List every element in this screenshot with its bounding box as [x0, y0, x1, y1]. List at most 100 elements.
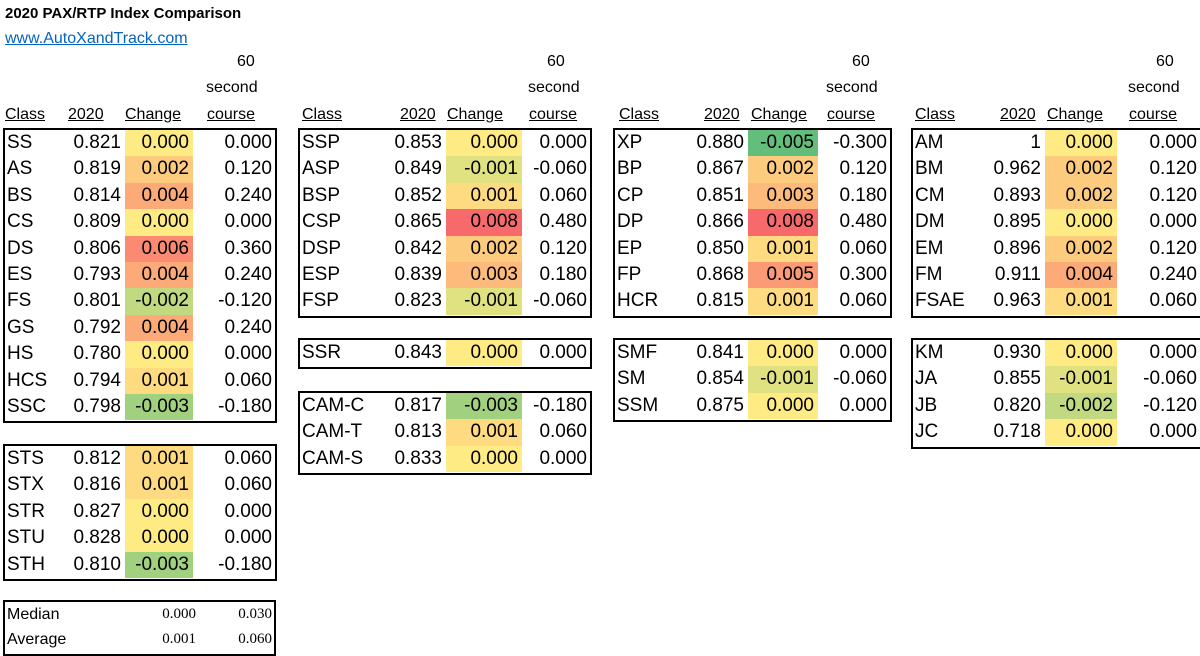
course-delta: -0.120 [1143, 394, 1197, 416]
index-2020: 0.821 [73, 132, 121, 153]
table-row: BP 0.867 0.002 0.120 [615, 156, 890, 183]
table-row: STS 0.812 0.001 0.060 [5, 446, 275, 473]
course-delta: 0.120 [224, 158, 272, 180]
index-2020: 0.780 [73, 343, 121, 365]
index-2020: 0.793 [73, 263, 121, 285]
change-cell: 0.003 [748, 182, 818, 210]
class-name: DP [617, 211, 644, 233]
index-2020: 0.853 [394, 132, 442, 153]
change-cell: 0.001 [446, 419, 522, 446]
change-cell: 0.000 [1045, 340, 1117, 367]
change-cell: 0.006 [125, 235, 193, 262]
table-row: HCS 0.794 0.001 0.060 [5, 367, 275, 394]
course-delta: 0.240 [1149, 263, 1197, 285]
class-block-street: SS 0.821 0.000 0.000 AS 0.819 0.002 0.120 BS 0.81… [3, 128, 277, 424]
table-row: EP 0.850 0.001 0.060 [615, 235, 890, 262]
summary-change: 0.000 [162, 606, 196, 622]
page-title: 2020 PAX/RTP Index Comparison [5, 5, 242, 22]
table-row: GS 0.792 0.004 0.240 [5, 314, 275, 342]
summary-course: 0.060 [238, 631, 272, 647]
change-cell: -0.002 [125, 288, 193, 315]
class-name: BSP [302, 184, 341, 206]
index-2020: 0.842 [394, 237, 442, 259]
index-2020: 0.866 [696, 211, 744, 233]
header-year: 2020 [68, 106, 104, 123]
table-row: FS 0.801 -0.002 -0.120 [5, 288, 275, 315]
column-header-group: Class 2020 Change 60 second course [0, 52, 1200, 126]
course-delta: 0.000 [839, 394, 887, 416]
course-delta: -0.060 [533, 290, 587, 312]
change-cell: 0.008 [748, 209, 818, 236]
change-cell: 0.002 [125, 156, 193, 183]
change-cell: -0.001 [446, 156, 522, 183]
table-row: CP 0.851 0.003 0.180 [615, 182, 890, 210]
summary-label: Median [7, 606, 60, 623]
class-name: ES [7, 263, 33, 285]
course-delta: 0.060 [1149, 290, 1197, 312]
index-2020: 0.801 [73, 290, 121, 312]
change-cell: 0.002 [1045, 156, 1117, 183]
change-cell: -0.001 [446, 288, 522, 315]
course-delta: 0.480 [539, 211, 587, 233]
table-row: JA 0.855 -0.001 -0.060 [913, 366, 1200, 393]
header-year: 2020 [704, 106, 740, 123]
change-cell: -0.005 [748, 130, 818, 157]
header-course: course [529, 106, 578, 123]
table-row: ASP 0.849 -0.001 -0.060 [300, 156, 590, 183]
course-delta: -0.120 [218, 290, 272, 312]
table-row: JC 0.718 0.000 0.000 [913, 419, 1200, 446]
index-2020: 0.895 [993, 211, 1041, 233]
header-change: Change [751, 106, 808, 123]
index-2020: 0.817 [394, 395, 442, 416]
header-course: course [1129, 106, 1178, 123]
course-delta: 0.240 [224, 263, 272, 285]
table-row: DP 0.866 0.008 0.480 [615, 209, 890, 236]
table-row: HS 0.780 0.000 0.000 [5, 341, 275, 368]
index-2020: 0.798 [73, 395, 121, 417]
summary-row-average: Average 0.001 0.060 [5, 627, 274, 652]
class-name: STX [7, 474, 44, 496]
class-name: SSC [7, 395, 47, 417]
change-cell: 0.000 [1045, 209, 1117, 236]
table-row: SSP 0.853 0.000 0.000 [300, 130, 590, 157]
table-row: CAM-C 0.817 -0.003 -0.180 [300, 393, 590, 420]
course-delta: 0.000 [539, 342, 587, 363]
class-name: JA [915, 368, 938, 390]
header-change: Change [125, 106, 182, 123]
change-cell: 0.001 [125, 472, 193, 499]
change-cell: -0.001 [1045, 366, 1117, 393]
header-class: Class [302, 106, 343, 123]
table-row: BSP 0.852 0.001 0.060 [300, 182, 590, 210]
change-cell: 0.002 [1045, 182, 1117, 210]
class-name: HCR [617, 290, 659, 312]
class-name: AS [7, 158, 33, 180]
change-cell: 0.001 [125, 446, 193, 473]
table-row: ESP 0.839 0.003 0.180 [300, 261, 590, 289]
class-name: CAM-C [302, 395, 365, 416]
change-cell: 0.000 [125, 130, 193, 157]
index-2020: 0.794 [73, 369, 121, 391]
change-cell: 0.005 [748, 261, 818, 289]
class-name: FP [617, 263, 642, 285]
class-block-street-touring: STS 0.812 0.001 0.060 STX 0.816 0.001 0.060 STR 0… [3, 444, 277, 581]
course-delta: 0.240 [224, 316, 272, 338]
change-cell: 0.000 [446, 445, 522, 473]
website-link[interactable]: www.AutoXandTrack.com [5, 30, 188, 47]
table-row: BS 0.814 0.004 0.240 [5, 182, 275, 210]
course-delta: 0.180 [839, 184, 887, 206]
column-header-group: Class 2020 Change 60 second course [0, 52, 1200, 126]
class-name: GS [7, 316, 35, 338]
index-2020: 0.865 [394, 211, 442, 233]
course-delta: 0.120 [539, 237, 587, 259]
table-row: XP 0.880 -0.005 -0.300 [615, 130, 890, 157]
change-cell: 0.003 [446, 261, 522, 289]
index-2020: 0.911 [994, 263, 1041, 285]
course-delta: 0.120 [1149, 184, 1197, 206]
summary-row-median: Median 0.000 0.030 [5, 602, 274, 627]
table-row: FP 0.868 0.005 0.300 [615, 261, 890, 289]
class-name: HCS [7, 369, 48, 391]
change-cell: 0.000 [748, 392, 818, 420]
index-2020: 0.828 [73, 527, 121, 549]
change-cell: -0.003 [125, 551, 193, 578]
header-class: Class [915, 106, 956, 123]
